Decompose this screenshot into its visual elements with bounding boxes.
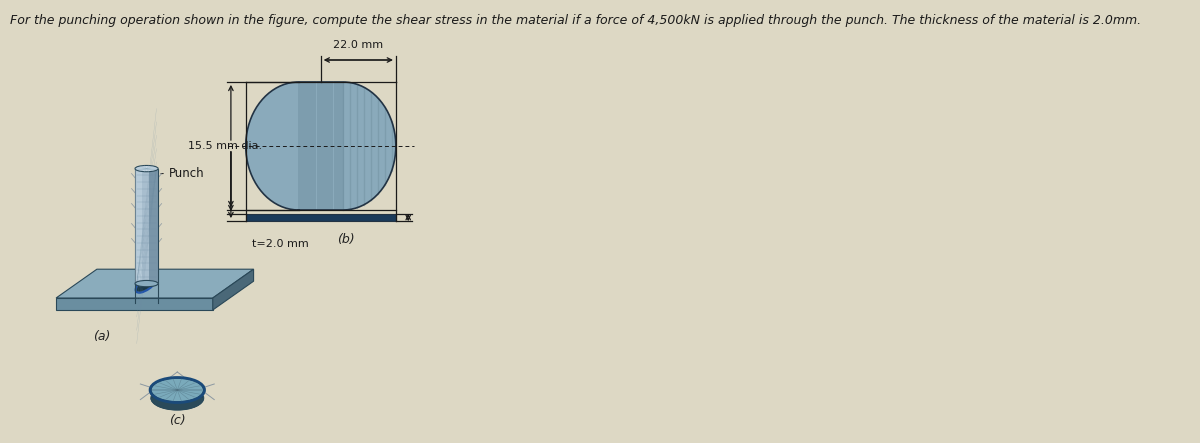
Ellipse shape bbox=[151, 386, 204, 410]
Text: Punch: Punch bbox=[161, 167, 204, 180]
Polygon shape bbox=[149, 169, 158, 284]
Polygon shape bbox=[151, 378, 204, 410]
Polygon shape bbox=[246, 82, 396, 210]
Ellipse shape bbox=[136, 280, 158, 287]
Polygon shape bbox=[56, 298, 212, 310]
Text: 15.5 mm dia.: 15.5 mm dia. bbox=[188, 141, 262, 151]
Text: (a): (a) bbox=[92, 330, 110, 343]
Text: 22.0 mm: 22.0 mm bbox=[334, 40, 383, 50]
Text: (c): (c) bbox=[169, 414, 186, 427]
Polygon shape bbox=[136, 169, 142, 284]
Ellipse shape bbox=[136, 165, 158, 172]
Text: (b): (b) bbox=[337, 233, 354, 246]
Text: t=2.0 mm: t=2.0 mm bbox=[252, 239, 310, 249]
Polygon shape bbox=[246, 214, 396, 221]
Ellipse shape bbox=[137, 276, 157, 292]
Polygon shape bbox=[136, 169, 158, 284]
Polygon shape bbox=[56, 269, 253, 298]
Polygon shape bbox=[212, 269, 253, 310]
Ellipse shape bbox=[151, 378, 204, 402]
Text: For the punching operation shown in the figure, compute the shear stress in the : For the punching operation shown in the … bbox=[10, 14, 1141, 27]
